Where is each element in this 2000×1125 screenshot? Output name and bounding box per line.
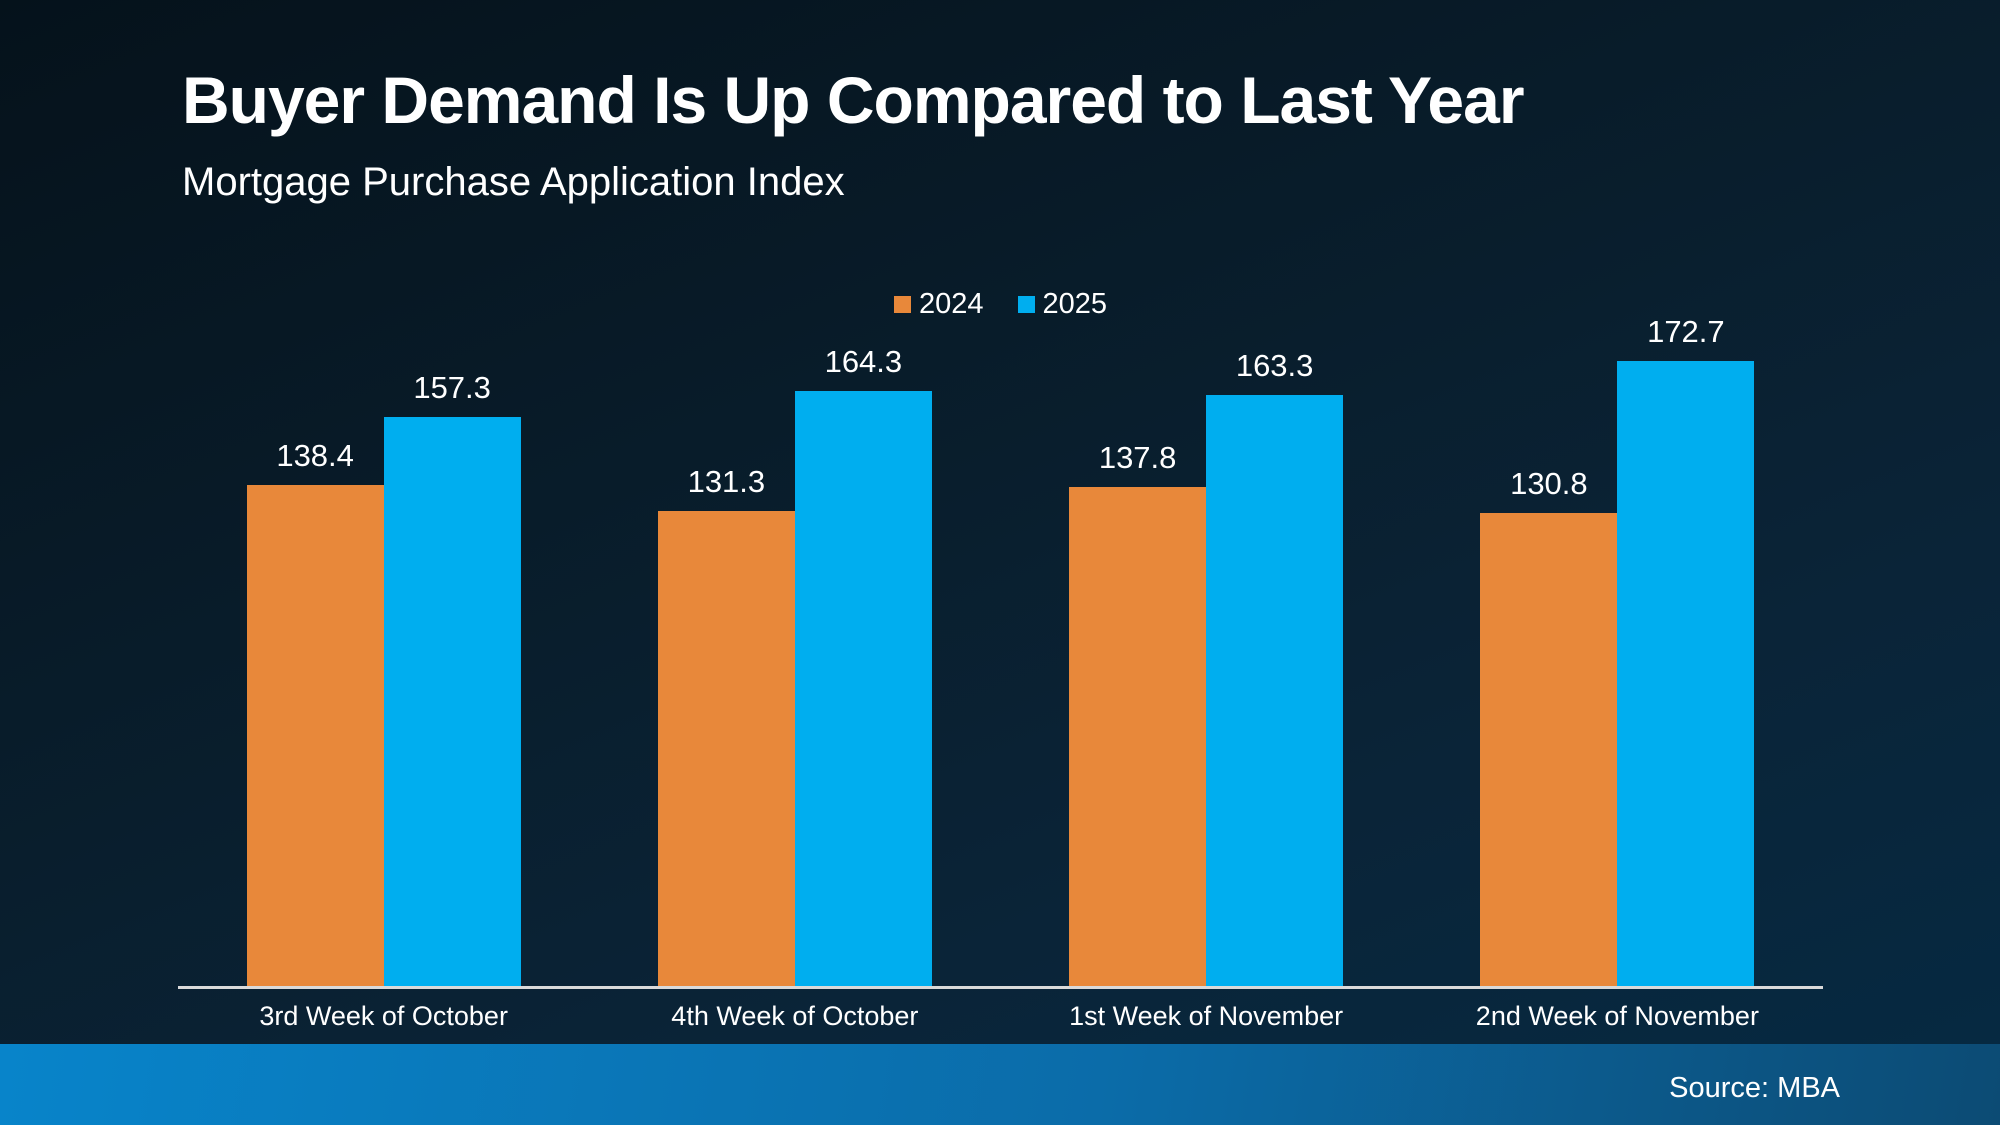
source-label: Source: MBA: [1669, 1072, 1840, 1104]
bar-value-label: 163.3: [1235, 348, 1314, 383]
chart-subtitle: Mortgage Purchase Application Index: [182, 160, 845, 204]
bar-group: 130.8 172.7: [1412, 314, 1823, 986]
category-label: 3rd Week of October: [259, 1001, 508, 1031]
bar-group: 131.3 164.3: [589, 344, 1000, 986]
bar-groups: 138.4 157.3 131.3 164.3 137.8 163.3 130.8 172.7: [178, 286, 1823, 986]
category-label: 4th Week of October: [671, 1001, 919, 1031]
legend: 2024 2025: [178, 288, 1823, 321]
bar-column-2025: 164.3: [794, 344, 932, 986]
bar-group: 138.4 157.3: [178, 370, 589, 986]
bar-value-label: 130.8: [1510, 466, 1588, 501]
bar-value-label: 172.7: [1647, 314, 1725, 349]
bar-column-2024: 131.3: [657, 464, 795, 986]
bar-column-2025: 172.7: [1617, 314, 1755, 986]
bar-value-label: 157.3: [413, 370, 491, 405]
footer-band: Source: MBA: [0, 1044, 2000, 1125]
category-labels: 3rd Week of October 4th Week of October 1s…: [178, 1001, 1823, 1032]
legend-swatch-icon: [1017, 296, 1035, 313]
bar-2024: [1480, 513, 1618, 986]
legend-label: 2025: [1042, 288, 1108, 320]
bar-2025: [794, 391, 932, 986]
bar-2024: [657, 511, 795, 986]
bar-value-label: 137.8: [1098, 440, 1177, 475]
bar-2024: [246, 485, 384, 986]
bar-column-2025: 163.3: [1206, 348, 1344, 986]
bar-2025: [1617, 361, 1755, 986]
category-label: 1st Week of November: [1069, 1001, 1344, 1031]
legend-item-2025: 2025: [1017, 288, 1108, 321]
category-label: 2nd Week of November: [1475, 1001, 1759, 1031]
bar-column-2024: 137.8: [1069, 440, 1207, 986]
bar-2025: [1206, 395, 1344, 986]
bar-group: 137.8 163.3: [1001, 348, 1412, 986]
x-axis-line: [178, 986, 1823, 989]
bar-value-label: 131.3: [687, 464, 766, 499]
bar-2025: [383, 417, 521, 986]
legend-swatch-icon: [893, 296, 911, 313]
legend-label: 2024: [918, 288, 984, 320]
chart-title: Buyer Demand Is Up Compared to Last Year: [182, 63, 1525, 137]
bar-column-2024: 138.4: [246, 438, 384, 986]
bar-2024: [1069, 487, 1207, 986]
bar-value-label: 164.3: [824, 344, 903, 379]
bar-value-label: 138.4: [276, 438, 354, 473]
bar-column-2025: 157.3: [383, 370, 521, 986]
bar-column-2024: 130.8: [1480, 466, 1618, 986]
legend-item-2024: 2024: [893, 288, 984, 321]
